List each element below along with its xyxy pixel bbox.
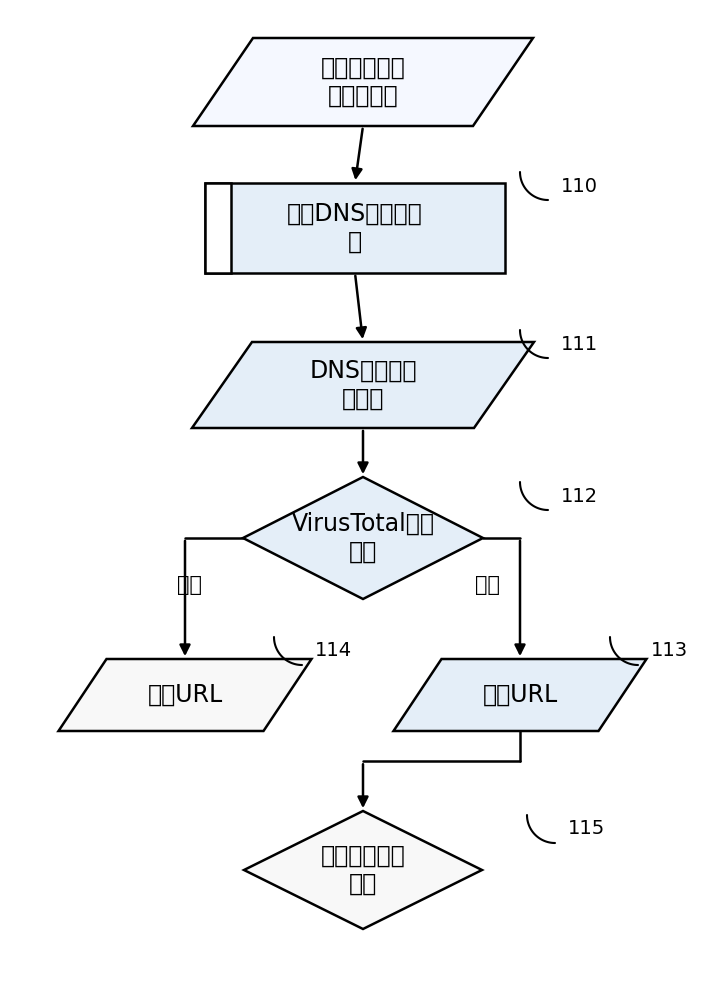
Polygon shape bbox=[192, 342, 534, 428]
Text: 112: 112 bbox=[560, 487, 597, 506]
Text: 110: 110 bbox=[560, 176, 597, 196]
Text: 正常: 正常 bbox=[177, 575, 203, 595]
Polygon shape bbox=[244, 811, 482, 929]
Text: DNS请求的域
名集合: DNS请求的域 名集合 bbox=[309, 359, 417, 411]
Text: 114: 114 bbox=[314, 642, 351, 660]
Bar bbox=[205, 183, 231, 273]
Bar bbox=[205, 183, 505, 273]
Polygon shape bbox=[193, 38, 533, 126]
Text: 恶意应用网络
流量数据集: 恶意应用网络 流量数据集 bbox=[321, 56, 405, 108]
Text: 115: 115 bbox=[568, 820, 605, 838]
Text: 恶意URL: 恶意URL bbox=[482, 683, 558, 707]
Polygon shape bbox=[243, 477, 483, 599]
Text: 提取DNS请求的域
名: 提取DNS请求的域 名 bbox=[287, 202, 423, 254]
Text: 111: 111 bbox=[560, 334, 597, 354]
Text: 恶意: 恶意 bbox=[476, 575, 500, 595]
Text: 113: 113 bbox=[650, 642, 688, 660]
Text: 正常URL: 正常URL bbox=[147, 683, 223, 707]
Polygon shape bbox=[59, 659, 311, 731]
Text: VirusTotal域名
检测: VirusTotal域名 检测 bbox=[292, 512, 434, 564]
Text: 获得规则匹配
模型: 获得规则匹配 模型 bbox=[321, 844, 405, 896]
Polygon shape bbox=[393, 659, 646, 731]
